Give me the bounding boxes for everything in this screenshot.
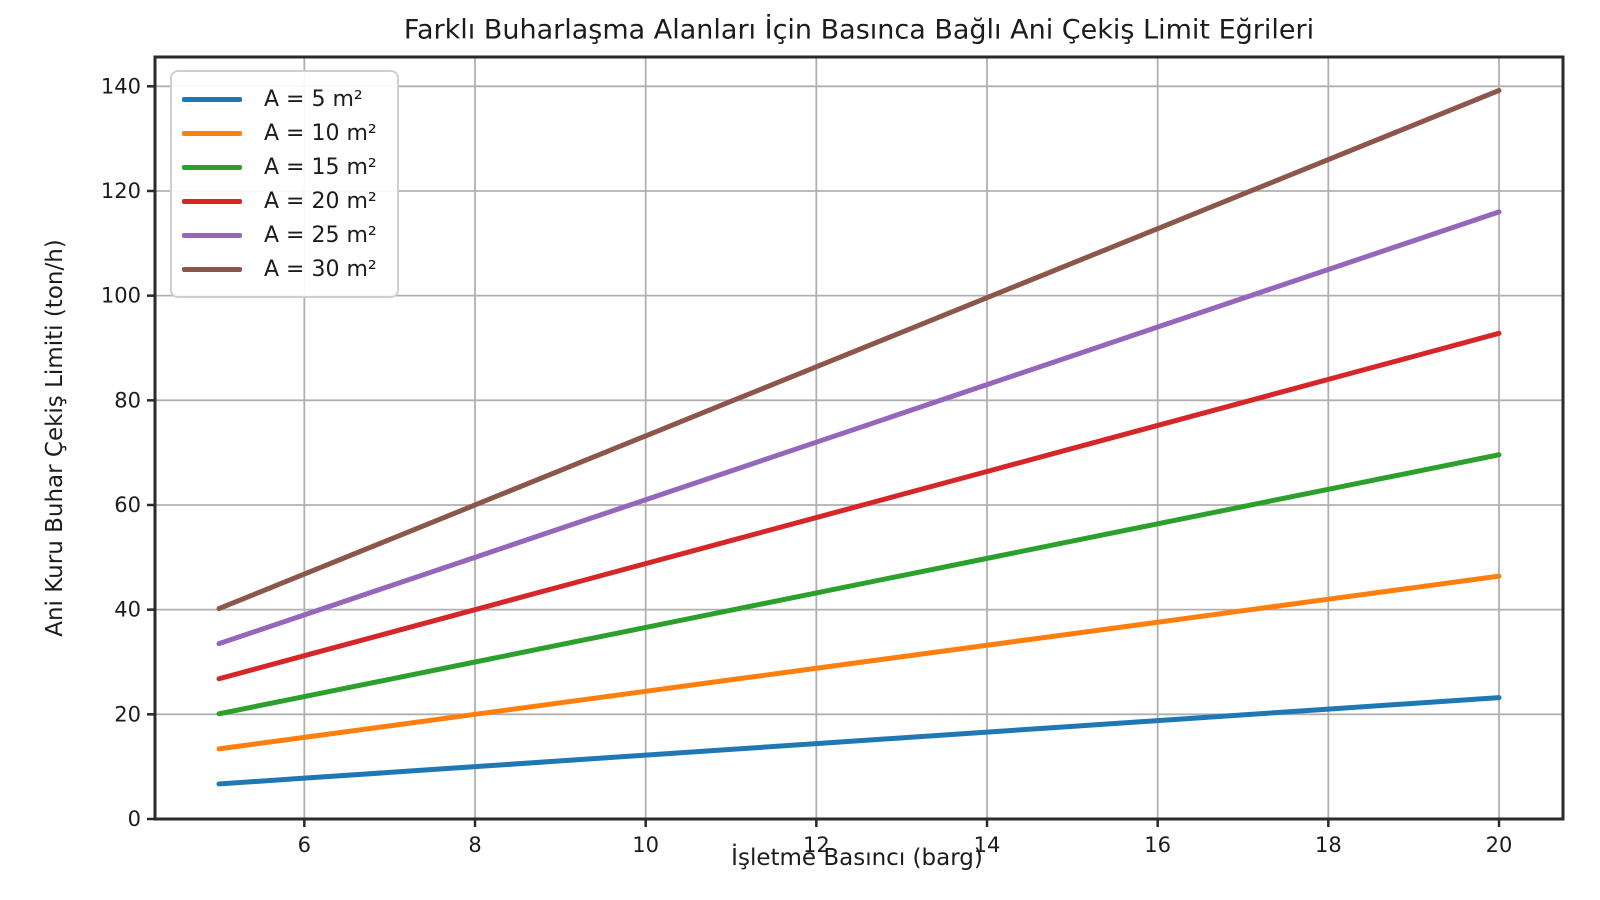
series-line — [216, 87, 1502, 612]
series-line — [216, 452, 1502, 717]
series-line — [216, 209, 1502, 647]
legend-item-label: A = 30 m² — [264, 256, 377, 282]
y-tick-label: 40 — [114, 598, 141, 622]
legend-line-swatch — [182, 198, 242, 204]
legend-item-label: A = 10 m² — [264, 120, 377, 146]
x-tick-label: 14 — [974, 833, 1001, 857]
x-tick-label: 6 — [298, 833, 311, 857]
plot-frame — [153, 55, 1565, 821]
legend-item: A = 15 m² — [182, 150, 377, 184]
legend-line-swatch — [182, 266, 242, 272]
legend-item: A = 25 m² — [182, 218, 377, 252]
x-tick-label: 12 — [803, 833, 830, 857]
legend-item: A = 5 m² — [182, 82, 377, 116]
x-axis-label: İşletme Basıncı (barg) — [731, 845, 983, 871]
legend-item-label: A = 5 m² — [264, 86, 363, 112]
legend-item-label: A = 15 m² — [264, 154, 377, 180]
x-tick-label: 18 — [1315, 833, 1342, 857]
x-tick-label: 20 — [1486, 833, 1513, 857]
legend-item-label: A = 20 m² — [264, 188, 377, 214]
y-tick-label: 100 — [101, 284, 141, 308]
x-tick-label: 16 — [1144, 833, 1171, 857]
legend-line-swatch — [182, 130, 242, 136]
legend-line-swatch — [182, 164, 242, 170]
y-tick-label: 60 — [114, 493, 141, 517]
y-tick-label: 120 — [101, 179, 141, 203]
legend-item-label: A = 25 m² — [264, 222, 377, 248]
x-tick-label: 10 — [632, 833, 659, 857]
legend-item: A = 20 m² — [182, 184, 377, 218]
chart-title: Farklı Buharlaşma Alanları İçin Basınca … — [403, 14, 1315, 46]
y-tick-label: 80 — [114, 388, 141, 412]
legend-item: A = 30 m² — [182, 252, 377, 286]
series-line — [216, 695, 1502, 787]
series-line — [216, 573, 1502, 752]
y-axis-label: Ani Kuru Buhar Çekiş Limiti (ton/h) — [42, 239, 68, 637]
legend-line-swatch — [182, 96, 242, 102]
y-tick-label: 0 — [128, 807, 141, 831]
y-tick-label: 20 — [114, 702, 141, 726]
x-tick-label: 8 — [468, 833, 481, 857]
y-tick-label: 140 — [101, 74, 141, 98]
legend-line-swatch — [182, 232, 242, 238]
series-line — [216, 330, 1502, 682]
legend: A = 5 m² A = 10 m² A = 15 m² A = 20 m² A = 2… — [170, 70, 399, 298]
legend-item: A = 10 m² — [182, 116, 377, 150]
